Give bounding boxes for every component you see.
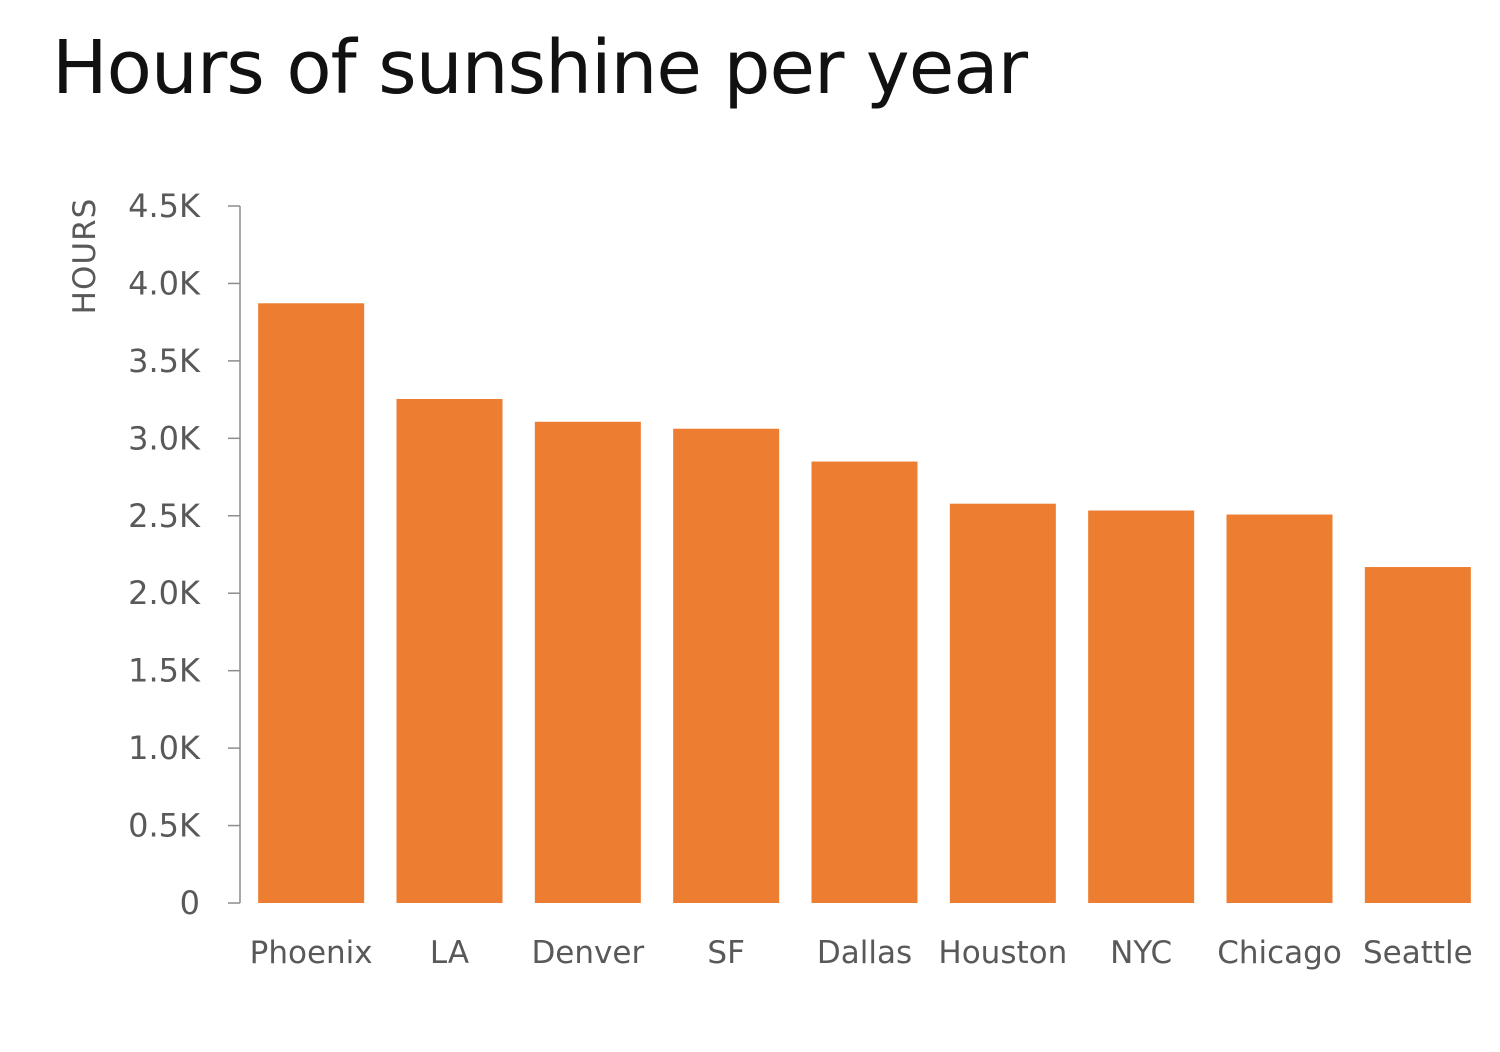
bar-nyc bbox=[1088, 510, 1195, 903]
y-tick-label: 3.5K bbox=[128, 342, 201, 380]
bar-houston bbox=[949, 503, 1056, 903]
bar-phoenix bbox=[258, 303, 365, 903]
x-category-label: NYC bbox=[1110, 935, 1172, 971]
y-tick-label: 2.0K bbox=[128, 574, 201, 612]
y-tick-label: 0.5K bbox=[128, 807, 201, 845]
bar-seattle bbox=[1364, 567, 1471, 903]
y-axis-title: HOURS bbox=[67, 198, 103, 315]
bar-sf bbox=[673, 428, 780, 903]
x-category-label: LA bbox=[430, 935, 469, 971]
x-category-label: Denver bbox=[531, 935, 644, 971]
y-tick-label: 0 bbox=[180, 884, 200, 922]
y-tick-label: 4.0K bbox=[128, 264, 201, 302]
x-category-label: Phoenix bbox=[250, 935, 373, 971]
x-category-labels: Phoenix LA Denver SF Dallas Houston NYC Chicago… bbox=[250, 935, 1473, 971]
bar-chicago bbox=[1226, 514, 1333, 903]
y-tick-label: 1.0K bbox=[128, 729, 201, 767]
bar-denver bbox=[534, 421, 641, 903]
bars-layer bbox=[258, 303, 1471, 903]
y-axis bbox=[228, 205, 241, 904]
y-tick-label: 2.5K bbox=[128, 497, 201, 535]
x-category-label: Dallas bbox=[817, 935, 912, 971]
y-tick-labels: 0 0.5K 1.0K 1.5K 2.0K 2.5K 3.0K 3.5K 4.0K 4.5K bbox=[128, 187, 201, 922]
bar-dallas bbox=[811, 461, 918, 903]
chart-title: Hours of sunshine per year bbox=[52, 25, 1028, 111]
bar-la bbox=[396, 398, 503, 903]
x-category-label: Seattle bbox=[1363, 935, 1473, 971]
x-category-label: Houston bbox=[938, 935, 1067, 971]
y-tick-label: 1.5K bbox=[128, 652, 201, 690]
x-category-label: Chicago bbox=[1217, 935, 1342, 971]
x-category-label: SF bbox=[707, 935, 745, 971]
y-tick-label: 3.0K bbox=[128, 419, 201, 457]
y-tick-label: 4.5K bbox=[128, 187, 201, 225]
